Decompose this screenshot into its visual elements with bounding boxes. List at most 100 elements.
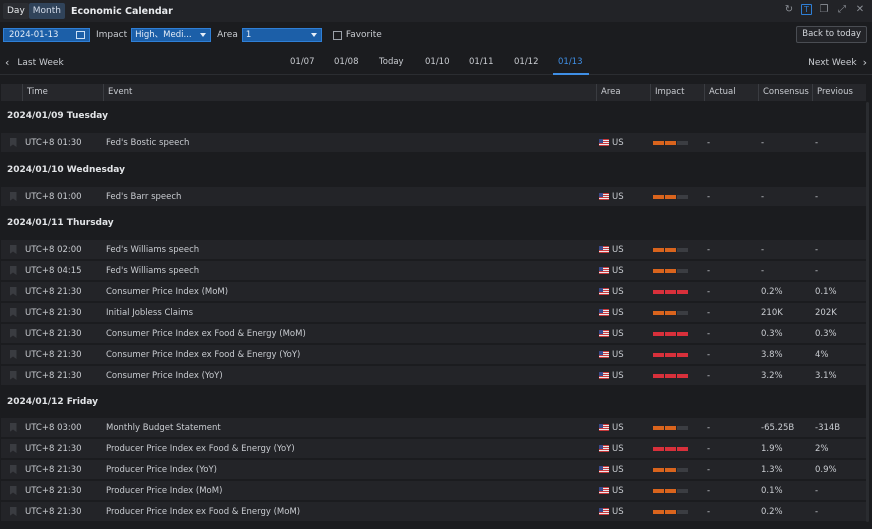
bookmark-icon[interactable] <box>9 507 17 516</box>
bookmark-icon[interactable] <box>9 371 17 380</box>
table-row[interactable]: UTC+8 21:30 Producer Price Index ex Food … <box>1 502 866 522</box>
area-select[interactable]: 1 <box>241 28 322 42</box>
bookmark-icon[interactable] <box>9 423 17 432</box>
event-name[interactable]: Producer Price Index ex Food & Energy (M… <box>106 506 301 517</box>
header-time[interactable]: Time <box>22 84 103 101</box>
scrollbar[interactable] <box>866 102 869 522</box>
date-group-header: 2024/01/11 Thursday <box>1 213 866 234</box>
bookmark-icon[interactable] <box>9 266 17 275</box>
us-flag-icon <box>599 508 609 515</box>
bookmark-icon[interactable] <box>9 350 17 359</box>
event-name[interactable]: Fed's Williams speech <box>106 244 200 255</box>
table-row[interactable]: UTC+8 21:30 Producer Price Index (YoY) US -… <box>1 460 866 480</box>
table-row[interactable]: UTC+8 01:30 Fed's Bostic speech US - - - <box>1 133 866 153</box>
bookmark-icon[interactable] <box>9 329 17 338</box>
consensus-value: 0.2% <box>761 286 783 297</box>
date-picker[interactable]: 2024-01-13 <box>3 28 90 42</box>
impact-bar <box>677 488 688 493</box>
bookmark-icon[interactable] <box>9 245 17 254</box>
header-impact[interactable]: Impact <box>650 84 704 101</box>
last-week-button[interactable]: ‹ Last Week <box>5 56 64 69</box>
refresh-icon[interactable]: ↻ <box>784 3 794 15</box>
expand-icon[interactable]: ⤢ <box>838 3 846 15</box>
impact-bar <box>665 247 676 252</box>
tab-day-today[interactable]: Today <box>379 57 404 67</box>
table-row[interactable]: UTC+8 02:00 Fed's Williams speech US - - - <box>1 240 866 260</box>
impact-bar <box>677 331 688 336</box>
impact-bar <box>665 289 676 294</box>
consensus-value: 3.8% <box>761 349 783 360</box>
area-code: US <box>612 328 624 339</box>
event-name[interactable]: Monthly Budget Statement <box>106 422 221 433</box>
event-name[interactable]: Initial Jobless Claims <box>106 307 194 318</box>
table-row[interactable]: UTC+8 21:30 Producer Price Index ex Food … <box>1 439 866 459</box>
actual-value: - <box>707 265 711 276</box>
bookmark-icon[interactable] <box>9 138 17 147</box>
table-row[interactable]: UTC+8 04:15 Fed's Williams speech US - - - <box>1 261 866 281</box>
event-name[interactable]: Producer Price Index (MoM) <box>106 485 223 496</box>
tab-day-0111[interactable]: 01/11 <box>469 57 494 67</box>
area-select-value: 1 <box>245 30 252 40</box>
impact-bar <box>653 352 664 357</box>
bookmark-cell <box>1 187 22 207</box>
table-row[interactable]: UTC+8 21:30 Consumer Price Index ex Food … <box>1 345 866 365</box>
event-name[interactable]: Producer Price Index ex Food & Energy (Y… <box>106 443 295 454</box>
impact-bar <box>653 310 664 315</box>
event-name[interactable]: Consumer Price Index (YoY) <box>106 370 223 381</box>
table-row[interactable]: UTC+8 01:00 Fed's Barr speech US - - - <box>1 187 866 207</box>
bookmark-icon[interactable] <box>9 444 17 453</box>
restore-icon[interactable]: ❐ <box>819 3 829 15</box>
header-previous[interactable]: Previous <box>812 84 866 101</box>
bookmark-icon[interactable] <box>9 486 17 495</box>
header-actual[interactable]: Actual <box>704 84 758 101</box>
month-view-button[interactable]: Month <box>28 3 65 19</box>
actual-value: - <box>707 328 711 339</box>
event-name[interactable]: Fed's Barr speech <box>106 191 182 202</box>
consensus-value: -65.25B <box>761 422 795 433</box>
table-row[interactable]: UTC+8 21:30 Producer Price Index (MoM) US -… <box>1 481 866 501</box>
tab-day-0110[interactable]: 01/10 <box>425 57 450 67</box>
impact-bars <box>653 310 688 315</box>
impact-select[interactable]: High、Medi... <box>131 28 212 42</box>
header-consensus[interactable]: Consensus <box>758 84 812 101</box>
bookmark-icon[interactable] <box>9 192 17 201</box>
bookmark-icon[interactable] <box>9 287 17 296</box>
back-to-today-button[interactable]: Back to today <box>796 26 867 43</box>
previous-value: 0.1% <box>815 286 837 297</box>
calendar-icon[interactable] <box>76 31 85 39</box>
event-area: US <box>596 187 650 207</box>
day-view-button[interactable]: Day <box>3 3 29 19</box>
tab-day-0107[interactable]: 01/07 <box>290 57 315 67</box>
tab-day-0112[interactable]: 01/12 <box>514 57 539 67</box>
table-row[interactable]: UTC+8 21:30 Consumer Price Index (YoY) US -… <box>1 366 866 386</box>
impact-bar <box>653 446 664 451</box>
bookmark-icon[interactable] <box>9 465 17 474</box>
favorite-checkbox[interactable] <box>332 30 342 40</box>
next-week-label: Next Week <box>808 57 857 68</box>
event-name[interactable]: Consumer Price Index (MoM) <box>106 286 229 297</box>
event-name[interactable]: Consumer Price Index ex Food & Energy (Y… <box>106 349 301 360</box>
tab-day-0113[interactable]: 01/13 <box>558 57 583 67</box>
impact-bar <box>677 352 688 357</box>
impact-bar <box>677 509 688 514</box>
next-week-button[interactable]: Next Week › <box>808 56 867 69</box>
event-name[interactable]: Fed's Williams speech <box>106 265 200 276</box>
area-code: US <box>612 307 624 318</box>
table-row[interactable]: UTC+8 21:30 Initial Jobless Claims US - 210K… <box>1 303 866 323</box>
event-name[interactable]: Producer Price Index (YoY) <box>106 464 217 475</box>
table-row[interactable]: UTC+8 21:30 Consumer Price Index ex Food … <box>1 324 866 344</box>
favorite-toggle[interactable]: Favorite <box>329 30 382 40</box>
consensus-value: 3.2% <box>761 370 783 381</box>
header-area[interactable]: Area <box>596 84 650 101</box>
tab-day-0108[interactable]: 01/08 <box>334 57 359 67</box>
t-icon[interactable]: T <box>801 3 812 15</box>
table-row[interactable]: UTC+8 21:30 Consumer Price Index (MoM) US -… <box>1 282 866 302</box>
consensus-value: 0.2% <box>761 506 783 517</box>
close-icon[interactable]: ✕ <box>855 3 865 15</box>
event-name[interactable]: Fed's Bostic speech <box>106 137 190 148</box>
event-name[interactable]: Consumer Price Index ex Food & Energy (M… <box>106 328 306 339</box>
header-event[interactable]: Event <box>103 84 596 101</box>
bookmark-icon[interactable] <box>9 308 17 317</box>
impact-bar <box>665 488 676 493</box>
table-row[interactable]: UTC+8 03:00 Monthly Budget Statement US - -6… <box>1 418 866 438</box>
